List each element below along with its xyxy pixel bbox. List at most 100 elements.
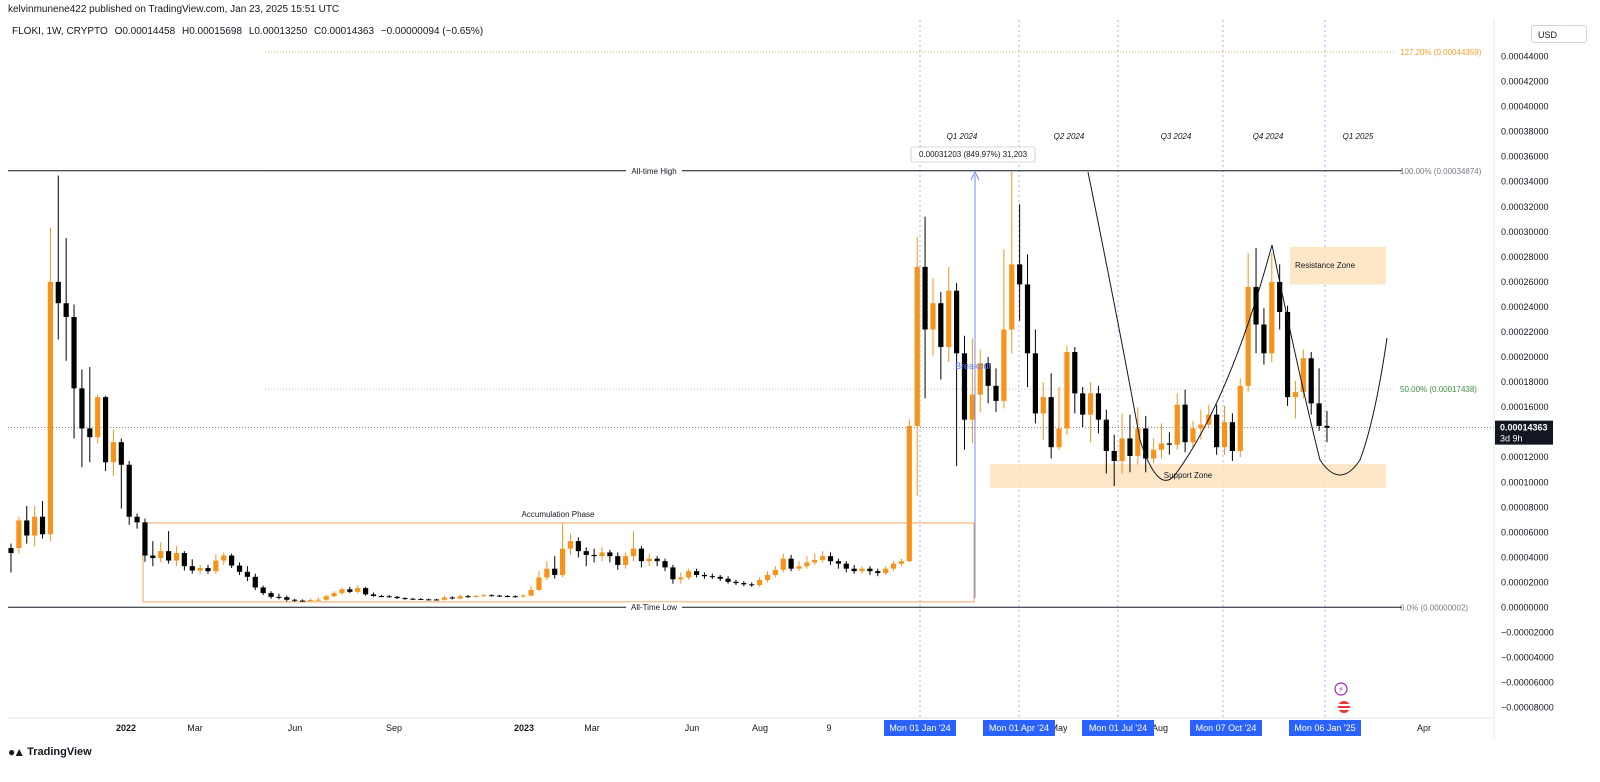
candle-body <box>544 568 550 578</box>
candle-body <box>315 599 321 601</box>
candle-body <box>1103 419 1109 451</box>
time-tick-label: Jun <box>288 723 303 733</box>
time-tick-label: May <box>1050 723 1068 733</box>
measure-label: 0.00031203 (849.97%) 31,203 <box>919 150 1028 159</box>
candle-body <box>24 520 30 536</box>
time-marker-badge <box>1082 720 1154 736</box>
candle-body <box>55 281 61 304</box>
quarter-label: Q2 2024 <box>1054 132 1085 141</box>
last-price-badge <box>1495 420 1553 445</box>
candle-body <box>307 599 314 601</box>
candle-body <box>39 516 46 535</box>
candle-body <box>693 571 700 575</box>
candle-body <box>630 548 637 557</box>
candle-body <box>268 593 274 597</box>
candle-body <box>560 548 566 575</box>
candle-body <box>229 555 235 566</box>
price-tick-label: 0.00012000 <box>1501 452 1549 462</box>
candle-body <box>709 576 715 578</box>
candle-body <box>725 578 731 582</box>
candle-body <box>426 599 432 601</box>
candle-body <box>930 303 936 330</box>
candle-body <box>1269 281 1275 354</box>
candle-body <box>835 561 841 564</box>
candle-body <box>1253 286 1259 325</box>
level-lines: 127.20% (0.00044359) 100.00% (0.00034874)… <box>8 48 1494 612</box>
time-tick-label: Aug <box>1152 723 1168 733</box>
candle-body <box>1009 264 1015 330</box>
time-marker-badge <box>884 720 956 736</box>
candle-body <box>1300 358 1306 393</box>
candle-body <box>118 442 124 465</box>
candle-body <box>890 563 897 569</box>
cup-curve-left <box>1087 171 1273 481</box>
candle-body <box>654 558 660 562</box>
cup-curve-right <box>1271 244 1388 476</box>
candle-body <box>252 576 258 588</box>
candle-body <box>922 266 928 330</box>
candle-body <box>1087 393 1094 415</box>
candle-body <box>1308 358 1314 404</box>
price-tick-label: −0.00008000 <box>1501 703 1554 713</box>
candle-body <box>189 566 195 571</box>
candle-body <box>1198 424 1204 429</box>
price-tick-label: 0.00028000 <box>1501 252 1549 262</box>
candle-body <box>733 581 739 584</box>
candle-body <box>1119 438 1125 461</box>
tradingview-brand: TradingView <box>27 746 92 758</box>
candle-body <box>158 551 164 559</box>
accumulation-label: Accumulation Phase <box>522 510 595 519</box>
accumulation-box <box>142 522 975 603</box>
candle-body <box>764 574 771 580</box>
quarter-label: Q1 2024 <box>947 132 978 141</box>
candle-body <box>1095 393 1102 420</box>
time-marker-badge <box>1289 720 1361 736</box>
candle-body <box>583 551 589 555</box>
candle-body <box>615 556 621 565</box>
candle-body <box>205 568 211 572</box>
candle-body <box>1284 311 1291 398</box>
candle-body <box>599 552 605 557</box>
candle-body <box>481 595 487 597</box>
candle-body <box>977 363 983 395</box>
candle-body <box>883 568 889 574</box>
us-flag-stripe <box>1338 704 1350 706</box>
candle-body <box>575 541 581 552</box>
candle-body <box>370 594 377 596</box>
time-tick-label: Jun <box>685 723 700 733</box>
candle-body <box>260 587 266 594</box>
candle-body <box>812 559 818 563</box>
time-axis[interactable]: 2022 Mar Jun Sep 2023 Mar Jun Aug 9 May Aug Apr Mon … <box>8 717 1494 736</box>
atl-label-bg <box>626 602 682 613</box>
price-tick-label: 0.00044000 <box>1501 52 1549 62</box>
candle-body <box>87 428 93 438</box>
ohlc-close: C0.00014363 <box>314 26 375 37</box>
price-axis[interactable]: 0.00044000 0.00042000 0.00040000 0.00038000… <box>1493 20 1554 738</box>
price-tick-label: 0.00038000 <box>1501 127 1549 137</box>
candle-body <box>867 568 873 572</box>
price-tick-label: 0.00030000 <box>1501 227 1549 237</box>
candle-body <box>843 563 849 569</box>
price-tick-label: 0.00008000 <box>1501 502 1549 512</box>
fib-label: 127.20% (0.00044359) <box>1400 48 1482 57</box>
candle-body <box>938 303 944 348</box>
price-tick-label: 0.00034000 <box>1501 177 1549 187</box>
currency-selector[interactable]: USD <box>1531 25 1587 43</box>
fib-label: 50.00% (0.00017438) <box>1400 385 1477 394</box>
candle-body <box>181 553 187 567</box>
candle-body <box>418 598 424 600</box>
candle-body <box>741 583 747 585</box>
candle-body <box>1135 428 1141 456</box>
price-tick-label: 0.00016000 <box>1501 402 1549 412</box>
candle-body <box>788 558 794 569</box>
price-tick-label: 0.00006000 <box>1501 527 1549 537</box>
candle-body <box>607 552 613 557</box>
candle-body <box>292 599 298 601</box>
candle-body <box>473 595 479 597</box>
candle-body <box>1261 324 1267 354</box>
time-marker-label: Mon 01 Jan '24 <box>889 723 950 733</box>
candle-body <box>347 589 353 592</box>
candle-body <box>1221 422 1228 448</box>
candle-body <box>221 555 227 561</box>
